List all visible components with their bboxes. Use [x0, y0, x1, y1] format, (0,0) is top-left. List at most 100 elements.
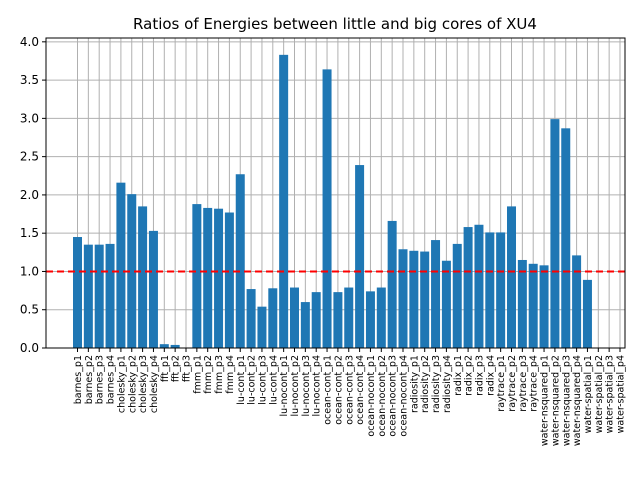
bar [311, 292, 321, 348]
bar [507, 206, 516, 348]
bar [235, 174, 245, 348]
x-tick-label: ocean-cont_p1 [323, 355, 334, 425]
bar [409, 250, 419, 348]
bar [431, 240, 441, 348]
y-tick-label: 2.5 [20, 150, 39, 164]
x-tick-label: cholesky_p3 [138, 355, 149, 413]
bar [279, 54, 289, 348]
x-tick-label: radix_p1 [453, 355, 464, 396]
bar [246, 289, 256, 348]
bar [452, 243, 462, 348]
bar [83, 244, 93, 348]
bar [322, 69, 332, 348]
x-tick-label: radiosity_p4 [442, 355, 453, 413]
bar [474, 224, 484, 348]
bar [170, 344, 180, 348]
x-tick-label: lu-nocont_p4 [312, 355, 323, 417]
bar [344, 287, 354, 348]
x-tick-label: raytrace_p2 [507, 355, 518, 412]
x-tick-label: barnes_p3 [95, 355, 106, 404]
x-tick-label: cholesky_p4 [149, 355, 160, 413]
bar [463, 227, 473, 348]
y-tick-label: 2.0 [20, 188, 39, 202]
x-tick-label: fft_p2 [171, 355, 182, 382]
bar [517, 259, 527, 348]
y-tick-label: 3.0 [20, 111, 39, 125]
bar [268, 288, 278, 348]
bars [73, 54, 592, 348]
x-tick-label: fft_p3 [182, 355, 193, 382]
x-tick-label: fft_p1 [160, 355, 171, 382]
bar [550, 119, 560, 348]
x-tick-label: lu-cont_p1 [236, 355, 247, 405]
x-tick-label: lu-nocont_p3 [301, 355, 312, 417]
x-axis: barnes_p1 barnes_p2 barnes_p3 barnes_p4 chol… [73, 348, 627, 446]
bar [300, 302, 310, 348]
x-tick-label: ocean-nocont_p4 [399, 355, 410, 437]
x-tick-label: ocean-nocont_p2 [377, 355, 388, 437]
x-tick-label: water-nsquared_p3 [561, 355, 572, 446]
x-tick-label: lu-cont_p2 [247, 355, 258, 405]
bar [496, 232, 506, 348]
y-axis: 0.0 0.5 1.0 1.5 2.0 2.5 3.0 3.5 4.0 [20, 35, 46, 355]
x-tick-label: cholesky_p1 [116, 355, 127, 413]
x-tick-label: fmm_p1 [192, 355, 203, 394]
bar [539, 265, 549, 348]
y-tick-label: 0.5 [20, 303, 39, 317]
x-tick-label: water-spatial_p3 [605, 355, 616, 433]
bar [333, 292, 343, 348]
x-tick-label: fmm_p4 [225, 355, 236, 394]
x-tick-label: ocean-nocont_p3 [388, 355, 399, 437]
x-tick-label: radix_p2 [464, 355, 475, 396]
bar [376, 287, 386, 348]
bar [572, 255, 582, 348]
x-tick-label: water-spatial_p2 [594, 355, 605, 433]
bar [582, 279, 592, 348]
chart-title: Ratios of Energies between little and bi… [133, 15, 537, 33]
bar [73, 237, 82, 348]
x-tick-label: radix_p4 [485, 355, 496, 396]
bar [116, 182, 126, 348]
x-tick-label: water-spatial_p4 [616, 355, 627, 433]
x-tick-label: ocean-cont_p2 [333, 355, 344, 425]
x-tick-label: water-nsquared_p2 [550, 355, 561, 446]
x-tick-label: raytrace_p3 [518, 355, 529, 412]
y-tick-label: 4.0 [20, 35, 39, 49]
bar [485, 232, 495, 348]
x-tick-label: barnes_p2 [84, 355, 95, 404]
bar [192, 204, 202, 348]
x-tick-label: barnes_p1 [73, 355, 84, 404]
bar [365, 291, 375, 348]
x-tick-label: cholesky_p2 [127, 355, 138, 413]
x-tick-label: fmm_p3 [214, 355, 225, 394]
bar [398, 249, 408, 348]
x-tick-label: fmm_p2 [203, 355, 214, 394]
bar [159, 344, 169, 348]
bar [387, 220, 397, 348]
y-tick-label: 1.0 [20, 264, 39, 278]
bar [148, 230, 158, 348]
bar [257, 306, 267, 348]
x-tick-label: radiosity_p1 [409, 355, 420, 413]
x-tick-label: barnes_p4 [106, 355, 117, 404]
bar [138, 206, 148, 348]
bar [203, 207, 213, 348]
x-tick-label: lu-nocont_p2 [290, 355, 301, 417]
bar [420, 251, 430, 348]
y-tick-label: 1.5 [20, 226, 39, 240]
x-tick-label: lu-cont_p3 [257, 355, 268, 405]
x-tick-label: ocean-cont_p4 [355, 355, 366, 425]
bar [127, 194, 137, 348]
x-tick-label: lu-cont_p4 [268, 355, 279, 405]
bar [214, 208, 224, 348]
y-tick-label: 0.0 [20, 341, 39, 355]
x-tick-label: radix_p3 [474, 355, 485, 396]
x-tick-label: water-nsquared_p1 [540, 355, 551, 446]
y-tick-label: 3.5 [20, 73, 39, 87]
bar [94, 244, 104, 348]
bar [290, 287, 299, 348]
x-tick-label: radiosity_p3 [431, 355, 442, 413]
x-tick-label: water-nsquared_p4 [572, 355, 583, 446]
bar [561, 128, 571, 348]
